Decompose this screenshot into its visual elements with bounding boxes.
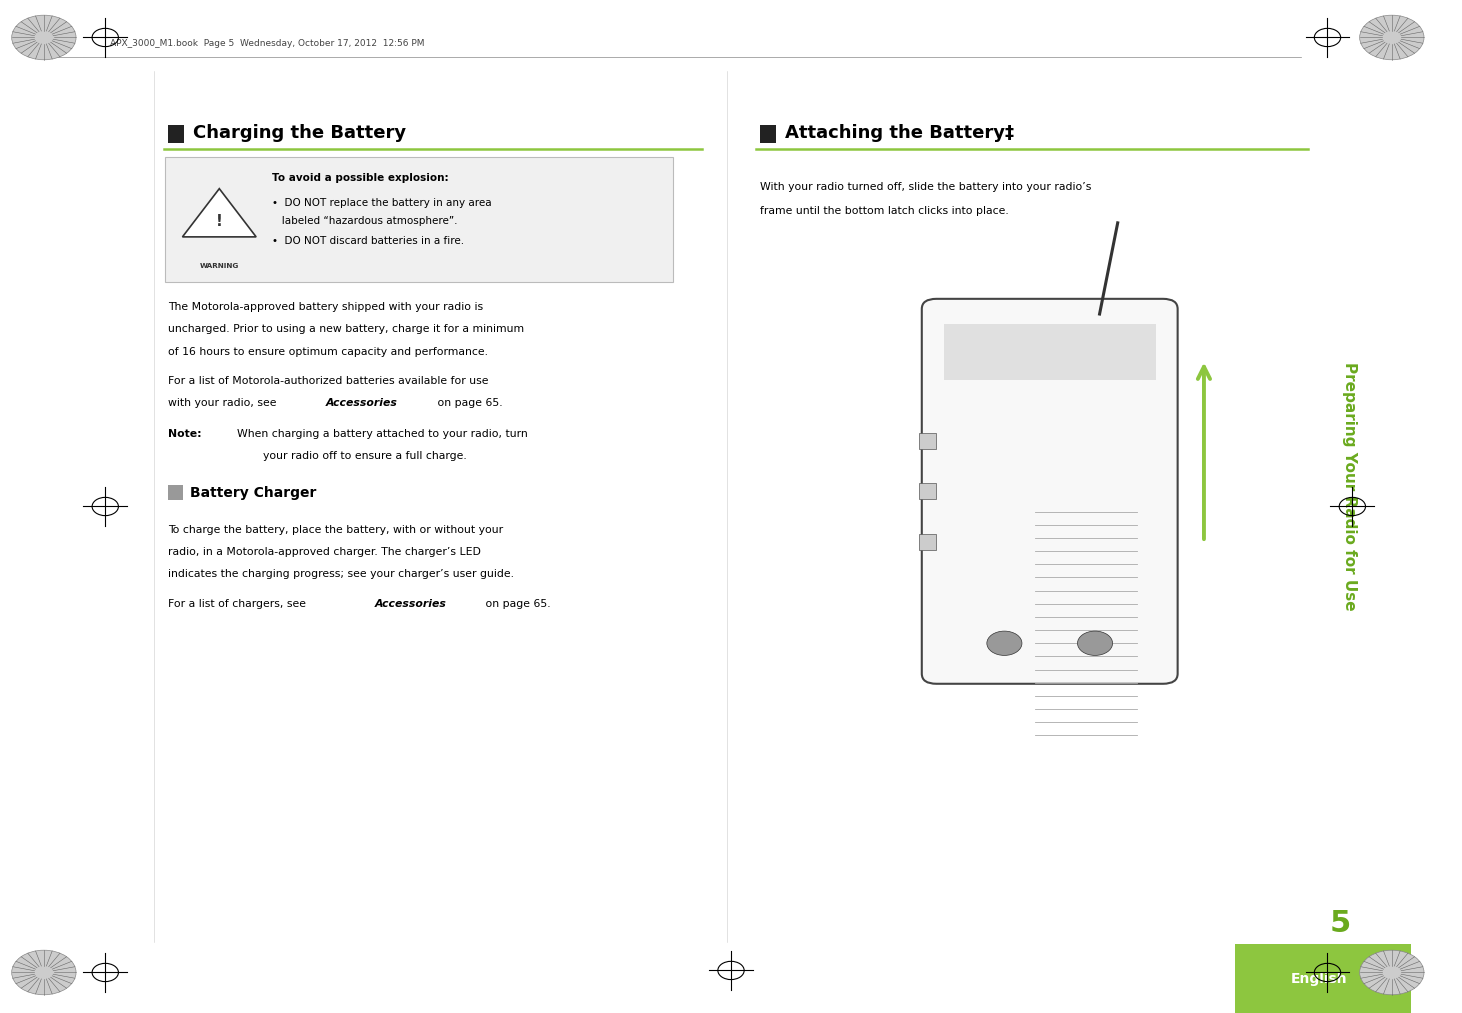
Text: •  DO NOT replace the battery in any area: • DO NOT replace the battery in any area (272, 198, 491, 208)
FancyBboxPatch shape (165, 157, 673, 282)
Text: Note:: Note: (168, 428, 202, 439)
Bar (168, 485, 183, 500)
Text: To avoid a possible explosion:: To avoid a possible explosion: (272, 173, 449, 183)
Text: For a list of Motorola-authorized batteries available for use: For a list of Motorola-authorized batter… (168, 376, 488, 386)
Text: •  DO NOT discard batteries in a fire.: • DO NOT discard batteries in a fire. (272, 236, 463, 246)
Text: uncharged. Prior to using a new battery, charge it for a minimum: uncharged. Prior to using a new battery,… (168, 324, 525, 334)
Text: To charge the battery, place the battery, with or without your: To charge the battery, place the battery… (168, 525, 503, 535)
Circle shape (12, 950, 76, 995)
Circle shape (987, 631, 1022, 655)
Text: labeled “hazardous atmosphere”.: labeled “hazardous atmosphere”. (272, 216, 458, 226)
Text: 5: 5 (1329, 910, 1351, 938)
FancyBboxPatch shape (921, 299, 1177, 684)
Text: Attaching the Battery‡: Attaching the Battery‡ (785, 124, 1015, 142)
Text: APX_3000_M1.book  Page 5  Wednesday, October 17, 2012  12:56 PM: APX_3000_M1.book Page 5 Wednesday, Octob… (110, 40, 424, 48)
Circle shape (1360, 15, 1424, 60)
Text: radio, in a Motorola-approved charger. The charger’s LED: radio, in a Motorola-approved charger. T… (168, 547, 481, 557)
Text: English: English (1291, 971, 1347, 986)
Text: WARNING: WARNING (200, 263, 238, 269)
Bar (760, 125, 776, 143)
Bar (918, 433, 936, 449)
Bar (918, 483, 936, 499)
Text: Accessories: Accessories (374, 599, 446, 609)
Circle shape (1360, 950, 1424, 995)
Text: Accessories: Accessories (326, 398, 398, 408)
Text: with your radio, see: with your radio, see (168, 398, 281, 408)
Text: Preparing Your Radio for Use: Preparing Your Radio for Use (1342, 362, 1357, 611)
Text: indicates the charging progress; see your charger’s user guide.: indicates the charging progress; see you… (168, 569, 515, 579)
Text: of 16 hours to ensure optimum capacity and performance.: of 16 hours to ensure optimum capacity a… (168, 346, 488, 357)
Text: When charging a battery attached to your radio, turn: When charging a battery attached to your… (237, 428, 528, 439)
Bar (168, 125, 184, 143)
FancyBboxPatch shape (1235, 944, 1411, 1013)
Circle shape (1077, 631, 1113, 655)
Text: Battery Charger: Battery Charger (190, 486, 316, 500)
Text: !: ! (216, 214, 222, 229)
Polygon shape (183, 188, 256, 237)
Text: frame until the bottom latch clicks into place.: frame until the bottom latch clicks into… (760, 206, 1009, 216)
Text: Charging the Battery: Charging the Battery (193, 124, 406, 142)
Text: on page 65.: on page 65. (482, 599, 551, 609)
Bar (918, 534, 936, 550)
Text: The Motorola-approved battery shipped with your radio is: The Motorola-approved battery shipped wi… (168, 302, 484, 312)
Text: For a list of chargers, see: For a list of chargers, see (168, 599, 310, 609)
Text: With your radio turned off, slide the battery into your radio’s: With your radio turned off, slide the ba… (760, 182, 1092, 192)
FancyBboxPatch shape (944, 324, 1155, 380)
Circle shape (12, 15, 76, 60)
Text: your radio off to ensure a full charge.: your radio off to ensure a full charge. (263, 451, 466, 461)
Text: on page 65.: on page 65. (434, 398, 503, 408)
